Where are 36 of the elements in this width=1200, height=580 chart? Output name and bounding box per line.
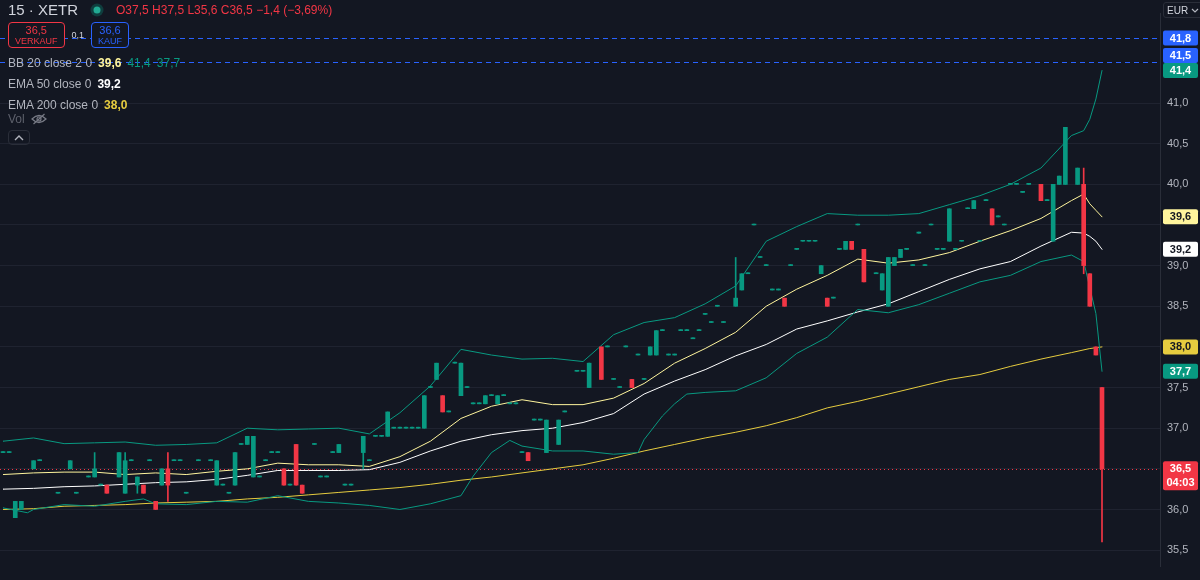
- y-tick-label: 39,0: [1167, 258, 1189, 271]
- y-tick-label: 37,5: [1167, 380, 1189, 393]
- sell-button: 36,5 VERKAUF: [8, 22, 65, 48]
- text: 41,4: [1169, 64, 1193, 77]
- text: 39,2: [1169, 242, 1192, 255]
- chart-subtitle: O37,5 H37,5 L35,6 C36,5 −1,4 (−3,69%): [116, 2, 333, 17]
- currency-dropdown: EUR: [1163, 2, 1200, 18]
- y-tick-label: 41,0: [1167, 96, 1189, 109]
- annotation: Vol: [8, 112, 25, 126]
- ref-line-label: 41,5: [1169, 49, 1192, 62]
- annotation: 38,0: [104, 98, 128, 112]
- annotation: VERKAUF: [15, 35, 58, 47]
- text: 37,7: [1169, 364, 1192, 377]
- annotation: KAUF: [98, 35, 123, 47]
- annotation: 36,5: [25, 23, 47, 36]
- annotation: EMA 200 close 0: [8, 98, 99, 112]
- y-tick-label: 38,5: [1167, 299, 1189, 312]
- annotation: EMA 50 close 0: [8, 77, 92, 91]
- annotation: 0,1: [71, 30, 85, 40]
- annotation: 37,7: [156, 56, 181, 70]
- ref-line-label: 36,5: [1169, 462, 1192, 475]
- text: 04:03: [1166, 476, 1195, 489]
- y-tick-label: 35,5: [1167, 543, 1189, 556]
- buy-button: 36,6 KAUF: [91, 22, 130, 48]
- chart-title: 15 · XETR: [8, 1, 79, 18]
- candlestick: [733, 257, 739, 307]
- y-tick-label: 40,0: [1167, 177, 1189, 190]
- text: 38,0: [1169, 340, 1192, 353]
- text: 39,6: [1169, 210, 1192, 223]
- ref-line-label: 41,8: [1169, 31, 1192, 44]
- annotation: 41,4: [127, 56, 151, 70]
- y-tick-label: 40,5: [1167, 136, 1189, 149]
- y-tick-label: 36,0: [1167, 502, 1189, 515]
- annotation: 36,6: [99, 23, 121, 36]
- y-tick-label: 37,0: [1167, 421, 1189, 434]
- annotation: 39,2: [97, 77, 121, 91]
